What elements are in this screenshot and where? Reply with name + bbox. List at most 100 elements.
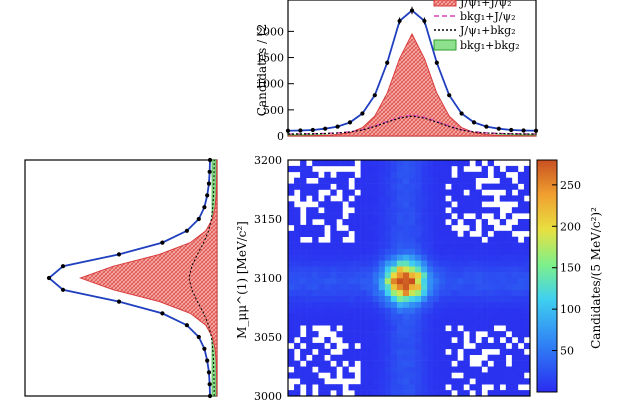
heatmap-cell	[433, 183, 440, 190]
data-point	[298, 128, 303, 133]
heatmap-cell	[330, 189, 337, 196]
heatmap-cell	[451, 354, 458, 361]
heatmap-cell	[463, 283, 470, 291]
heatmap-cell	[415, 248, 422, 255]
heatmap-cell	[312, 301, 319, 308]
heatmap-cell	[378, 219, 386, 226]
heatmap-cell	[306, 266, 313, 273]
heatmap-cell	[390, 219, 398, 226]
heatmap-cell	[354, 242, 361, 249]
left-data-point	[207, 169, 212, 174]
top-y-tick-label: 0	[277, 130, 284, 143]
heatmap-cell	[427, 242, 434, 249]
heatmap-cell	[439, 183, 446, 190]
heatmap-cell	[354, 301, 361, 308]
heatmap-cell	[384, 354, 392, 361]
top-y-axis-label: Candidates / (2	[255, 24, 269, 117]
heatmap-cell	[348, 171, 355, 178]
heatmap-cell	[384, 295, 392, 302]
heatmap-cell	[318, 266, 325, 273]
data-point	[459, 111, 464, 116]
heatmap-cell	[312, 189, 319, 196]
heatmap-cell	[318, 378, 325, 385]
heatmap-cell	[378, 360, 386, 367]
heatmap-cell	[457, 366, 464, 373]
heatmap-cell	[330, 283, 337, 291]
heatmap-cell	[390, 207, 398, 214]
heatmap-cell	[493, 272, 501, 279]
heatmap-cell	[505, 325, 513, 332]
heatmap-cell	[463, 207, 470, 214]
heatmap-cell	[354, 219, 361, 226]
heatmap-cell	[427, 260, 434, 267]
heatmap-cell	[451, 195, 458, 202]
heatmap-cell	[433, 384, 440, 391]
heatmap-cell	[445, 378, 452, 385]
heatmap-cell	[318, 390, 325, 397]
heatmap-cell	[457, 307, 464, 314]
heatmap-cell	[396, 177, 404, 184]
heatmap-cell	[300, 278, 307, 285]
colorbar-tick-label: 250	[560, 179, 581, 192]
heatmap-cell	[463, 266, 470, 273]
heatmap-cell	[427, 248, 434, 255]
heatmap-cell	[324, 301, 331, 308]
heatmap-cell	[499, 307, 507, 314]
heatmap-cell	[487, 242, 494, 249]
heatmap-cell	[499, 230, 507, 237]
left-data-point	[60, 287, 66, 292]
heatmap-cell	[439, 337, 446, 344]
heatmap-cell	[439, 224, 446, 232]
heatmap-cell	[505, 337, 513, 344]
heatmap-cell	[445, 189, 452, 196]
heatmap-cell	[445, 248, 452, 255]
heatmap-cell	[378, 242, 386, 249]
heatmap-cell	[288, 301, 295, 308]
heatmap-cell	[318, 260, 325, 267]
heatmap-cell	[409, 189, 416, 196]
heatmap-cell	[409, 331, 416, 338]
heatmap-cell	[415, 219, 422, 226]
heatmap-cell	[396, 337, 404, 344]
heatmap-cell	[439, 266, 446, 273]
heatmap-cell	[366, 224, 373, 232]
heatmap-cell	[396, 283, 404, 291]
heatmap-cell	[427, 272, 434, 279]
heatmap-cell	[433, 360, 440, 367]
heatmap-cell	[288, 201, 295, 208]
heatmap-cell	[372, 366, 380, 373]
heatmap-cell	[523, 278, 531, 285]
heatmap-cell	[294, 313, 301, 320]
heatmap-cell	[493, 213, 501, 220]
heatmap-cell	[523, 331, 531, 338]
heatmap-cell	[312, 354, 319, 361]
heatmap-cell	[390, 224, 398, 232]
heatmap-cell	[439, 295, 446, 302]
heatmap-cell	[360, 272, 367, 279]
heatmap-cell	[409, 289, 416, 296]
heatmap-cell	[378, 384, 386, 391]
heatmap-cell	[439, 378, 446, 385]
heatmap-cell	[330, 366, 337, 373]
heatmap-cell	[360, 201, 367, 208]
heatmap-cell	[415, 295, 422, 302]
heatmap-cell	[481, 295, 488, 302]
heatmap-cell	[409, 319, 416, 326]
heatmap-cell	[505, 366, 513, 373]
heatmap-cell	[499, 278, 507, 285]
heatmap-cell	[396, 160, 404, 167]
heatmap-cell	[396, 189, 404, 196]
heatmap-cell	[372, 213, 380, 220]
heatmap-cell	[415, 325, 422, 332]
heatmap-cell	[439, 372, 446, 379]
heatmap-cell	[312, 319, 319, 326]
series-jpsi1-bkg2	[287, 115, 537, 135]
heatmap-cell	[481, 207, 488, 214]
heatmap-cell	[469, 384, 476, 391]
heatmap-cell	[330, 289, 337, 296]
heatmap-cell	[517, 289, 525, 296]
heatmap-cell	[427, 230, 434, 237]
heatmap-cell	[457, 319, 464, 326]
heatmap-cell	[372, 230, 380, 237]
heatmap-cell	[300, 171, 307, 178]
